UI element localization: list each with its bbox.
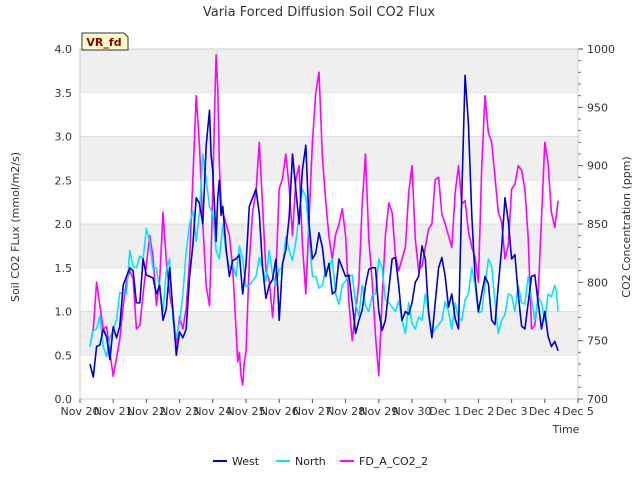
y-tick-label: 4.0 — [55, 43, 73, 56]
x-tick-label: Nov 21 — [94, 405, 133, 418]
y-tick-label: 2.0 — [55, 218, 73, 231]
y2-axis-ticks: 700 750 800 850 900 950 1000 — [578, 43, 615, 406]
y-axis-ticks: 0.0 0.5 1.0 1.5 2.0 2.5 3.0 3.5 4.0 — [55, 43, 73, 406]
y-tick-label: 1.0 — [55, 306, 73, 319]
station-badge: VR_fd — [81, 32, 129, 51]
y-tick-label: 2.5 — [55, 174, 73, 187]
x-tick-label: Dec 2 — [463, 405, 495, 418]
legend-item: West — [213, 455, 260, 468]
x-tick-label: Nov 28 — [326, 405, 365, 418]
x-tick-label: Nov 27 — [293, 405, 332, 418]
grid-band — [80, 49, 578, 93]
y2-tick-label: 850 — [587, 218, 608, 231]
y2-tick-label: 700 — [587, 393, 608, 406]
y2-tick-label: 800 — [587, 276, 608, 289]
legend-label: West — [232, 455, 260, 468]
grid-band — [80, 136, 578, 181]
badge-box — [81, 32, 129, 51]
legend-label: FD_A_CO2_2 — [359, 455, 428, 468]
series-line-west — [89, 74, 559, 378]
y-tick-label: 0.5 — [55, 349, 73, 362]
y2-tick-label: 1000 — [587, 43, 615, 56]
badge-label: VR_fd — [86, 36, 121, 49]
series-line-north — [89, 153, 559, 358]
x-tick-label: Nov 26 — [260, 405, 299, 418]
x-tick-label: Dec 1 — [429, 405, 461, 418]
y2-tick-label: 750 — [587, 335, 608, 348]
legend-item: North — [276, 455, 326, 468]
x-tick-label: Nov 30 — [393, 405, 432, 418]
x-tick-label: Nov 25 — [227, 405, 266, 418]
chart-title: Varia Forced Diffusion Soil CO2 Flux — [203, 5, 436, 20]
x-tick-label: Nov 22 — [127, 405, 166, 418]
x-tick-label: Dec 4 — [529, 405, 561, 418]
x-axis-label: Time — [552, 423, 580, 436]
legend-item: FD_A_CO2_2 — [340, 455, 428, 468]
y-tick-label: 0.0 — [55, 393, 73, 406]
x-tick-label: Nov 20 — [61, 405, 100, 418]
legend: West North FD_A_CO2_2 — [213, 455, 428, 468]
y-tick-label: 3.0 — [55, 131, 73, 144]
y-tick-label: 1.5 — [55, 262, 73, 275]
x-tick-label: Nov 23 — [160, 405, 199, 418]
y2-axis-label: CO2 Concentration (ppm) — [620, 156, 633, 297]
x-tick-label: Dec 3 — [496, 405, 528, 418]
x-tick-label: Nov 24 — [193, 405, 232, 418]
y-tick-label: 3.5 — [55, 87, 73, 100]
data-lines — [89, 54, 559, 386]
x-tick-label: Dec 5 — [562, 405, 594, 418]
y2-tick-label: 900 — [587, 160, 608, 173]
y2-tick-label: 950 — [587, 101, 608, 114]
x-tick-label: Nov 29 — [359, 405, 398, 418]
y-axis-label: Soil CO2 FLux (mmol/m2/s) — [9, 152, 22, 302]
legend-label: North — [295, 455, 326, 468]
